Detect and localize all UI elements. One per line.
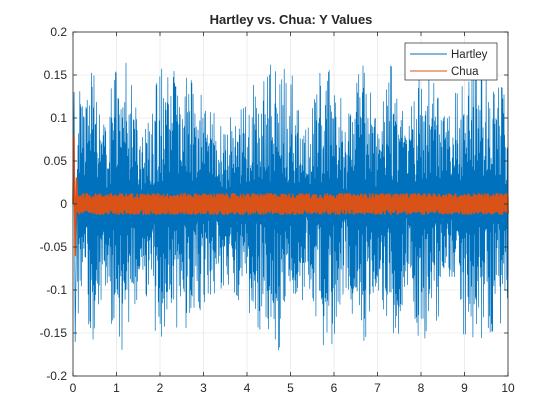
- x-tick-label: 4: [244, 381, 251, 395]
- y-tick-label: -0.1: [46, 283, 67, 297]
- x-tick-label: 0: [70, 381, 77, 395]
- y-tick-label: 0.1: [50, 111, 67, 125]
- series-group: [72, 61, 509, 351]
- x-tick-label: 3: [200, 381, 207, 395]
- y-tick-label: -0.05: [40, 240, 68, 254]
- series-line-chua: [72, 134, 509, 257]
- y-tick-label: 0.05: [44, 154, 68, 168]
- x-tick-label: 9: [461, 381, 468, 395]
- x-tick-label: 6: [331, 381, 338, 395]
- legend-label-chua: Chua: [451, 66, 479, 78]
- y-tick-label: 0.2: [50, 25, 67, 39]
- x-tick-label: 1: [113, 381, 120, 395]
- x-tick-label: 5: [287, 381, 294, 395]
- y-tick-label: 0.15: [44, 68, 68, 82]
- x-tick-label: 8: [418, 381, 425, 395]
- legend-box: [404, 42, 498, 81]
- y-tick-label: -0.2: [46, 369, 67, 383]
- legend-label-hartley: Hartley: [451, 49, 488, 61]
- y-tick-label: -0.15: [40, 326, 68, 340]
- legend: Hartley Chua: [404, 42, 498, 81]
- chart-title: Hartley vs. Chua: Y Values: [210, 12, 373, 27]
- axis-ticks: 0 1 2 3 4 5 6 7 8 9 10 0.2 0.15 0.1 0.05 0 -0.05 -0.1 -0.1…: [40, 25, 515, 395]
- x-tick-label: 10: [501, 381, 515, 395]
- x-tick-label: 7: [374, 381, 381, 395]
- x-tick-label: 2: [157, 381, 164, 395]
- y-tick-label: 0: [60, 197, 67, 211]
